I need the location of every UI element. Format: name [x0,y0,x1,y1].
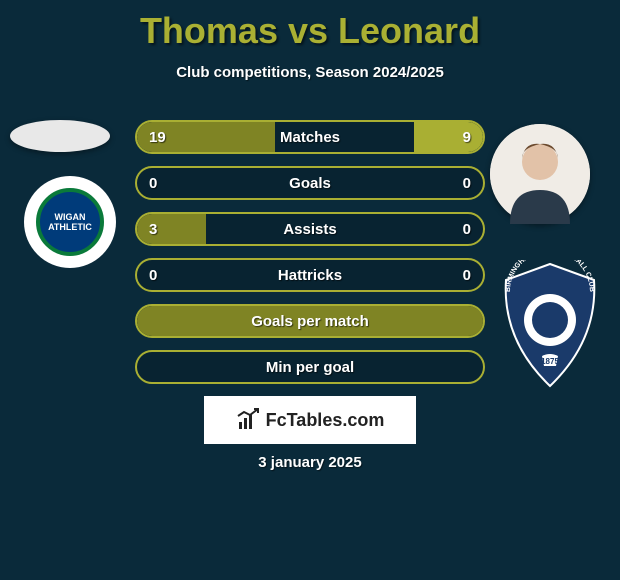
stat-value-left: 19 [149,122,166,152]
player-left-name: Thomas [140,10,278,51]
stat-value-left: 3 [149,214,157,244]
stat-label: Matches [137,122,483,152]
page-title: Thomas vs Leonard [0,0,620,52]
shield-icon: BIRMINGHAM CITY FOOTBALL CLUB 1875 [498,260,602,390]
person-icon [490,124,590,224]
stat-label: Goals per match [137,306,483,336]
stat-value-right: 0 [463,168,471,198]
stat-row: Hattricks0 0 [135,258,485,292]
fctables-logo: FcTables.com [204,396,416,444]
stat-row: Min per goal [135,350,485,384]
stats-area: Matches199Goals00Assists30Hattricks00Goa… [135,120,485,396]
stat-value-left: 0 [149,168,157,198]
stat-label: Min per goal [137,352,483,382]
player-right-avatar [490,124,590,224]
player-left-avatar [10,120,110,152]
stat-row: Goals per match [135,304,485,338]
stat-label: Goals [137,168,483,198]
stat-value-left: 0 [149,260,157,290]
stat-label: Assists [137,214,483,244]
club-badge-left-inner: WIGAN ATHLETIC [36,188,104,256]
club-badge-left-text: WIGAN ATHLETIC [40,212,100,232]
fctables-logo-text: FcTables.com [266,410,385,431]
stat-row: Goals0 0 [135,166,485,200]
chart-icon [236,408,260,432]
stat-row: Matches19 9 [135,120,485,154]
stat-value-right: 0 [463,260,471,290]
player-right-name: Leonard [338,10,480,51]
stat-value-right: 9 [463,122,471,152]
club-badge-left: WIGAN ATHLETIC [24,176,116,268]
title-vs: vs [288,10,328,51]
club-badge-right-year: 1875 [541,357,559,366]
stat-label: Hattricks [137,260,483,290]
subtitle: Club competitions, Season 2024/2025 [0,64,620,81]
stat-value-right: 0 [463,214,471,244]
date-text: 3 january 2025 [0,454,620,471]
stat-row: Assists3 0 [135,212,485,246]
club-badge-right: BIRMINGHAM CITY FOOTBALL CLUB 1875 [498,260,602,390]
